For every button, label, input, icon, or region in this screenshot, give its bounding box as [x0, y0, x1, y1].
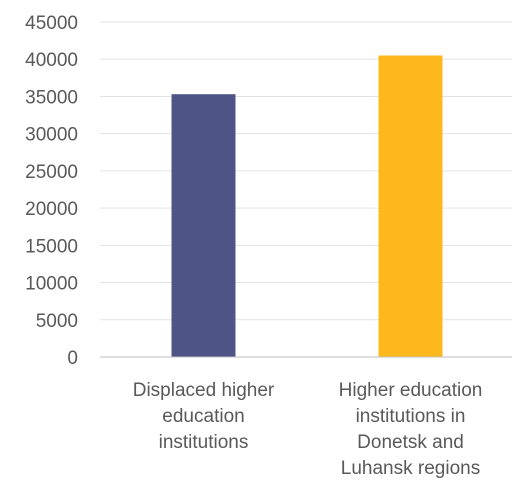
gridlines — [100, 21, 512, 321]
bar — [171, 94, 236, 357]
x-axis-category-labels: Displaced higher education institutions Hig… — [133, 380, 483, 479]
y-tick-label: 0 — [67, 348, 78, 369]
y-tick-label: 30000 — [25, 125, 78, 146]
bars — [171, 55, 443, 357]
y-tick-label: 35000 — [25, 87, 78, 108]
y-tick-label: 5000 — [36, 311, 78, 332]
y-tick-label: 25000 — [25, 162, 78, 183]
bar — [378, 55, 443, 357]
y-tick-label: 10000 — [25, 274, 78, 295]
y-tick-label: 45000 — [25, 13, 78, 34]
x-category-label: Higher education institutions in Donetsk a… — [339, 380, 483, 479]
y-tick-label: 40000 — [25, 50, 78, 71]
x-category-label: Displaced higher education institutions — [133, 380, 275, 453]
y-tick-label: 15000 — [25, 236, 78, 257]
y-axis-tick-labels: 0 5000 10000 15000 20000 25000 30000 35000 40000… — [25, 13, 78, 369]
y-tick-label: 20000 — [25, 199, 78, 220]
